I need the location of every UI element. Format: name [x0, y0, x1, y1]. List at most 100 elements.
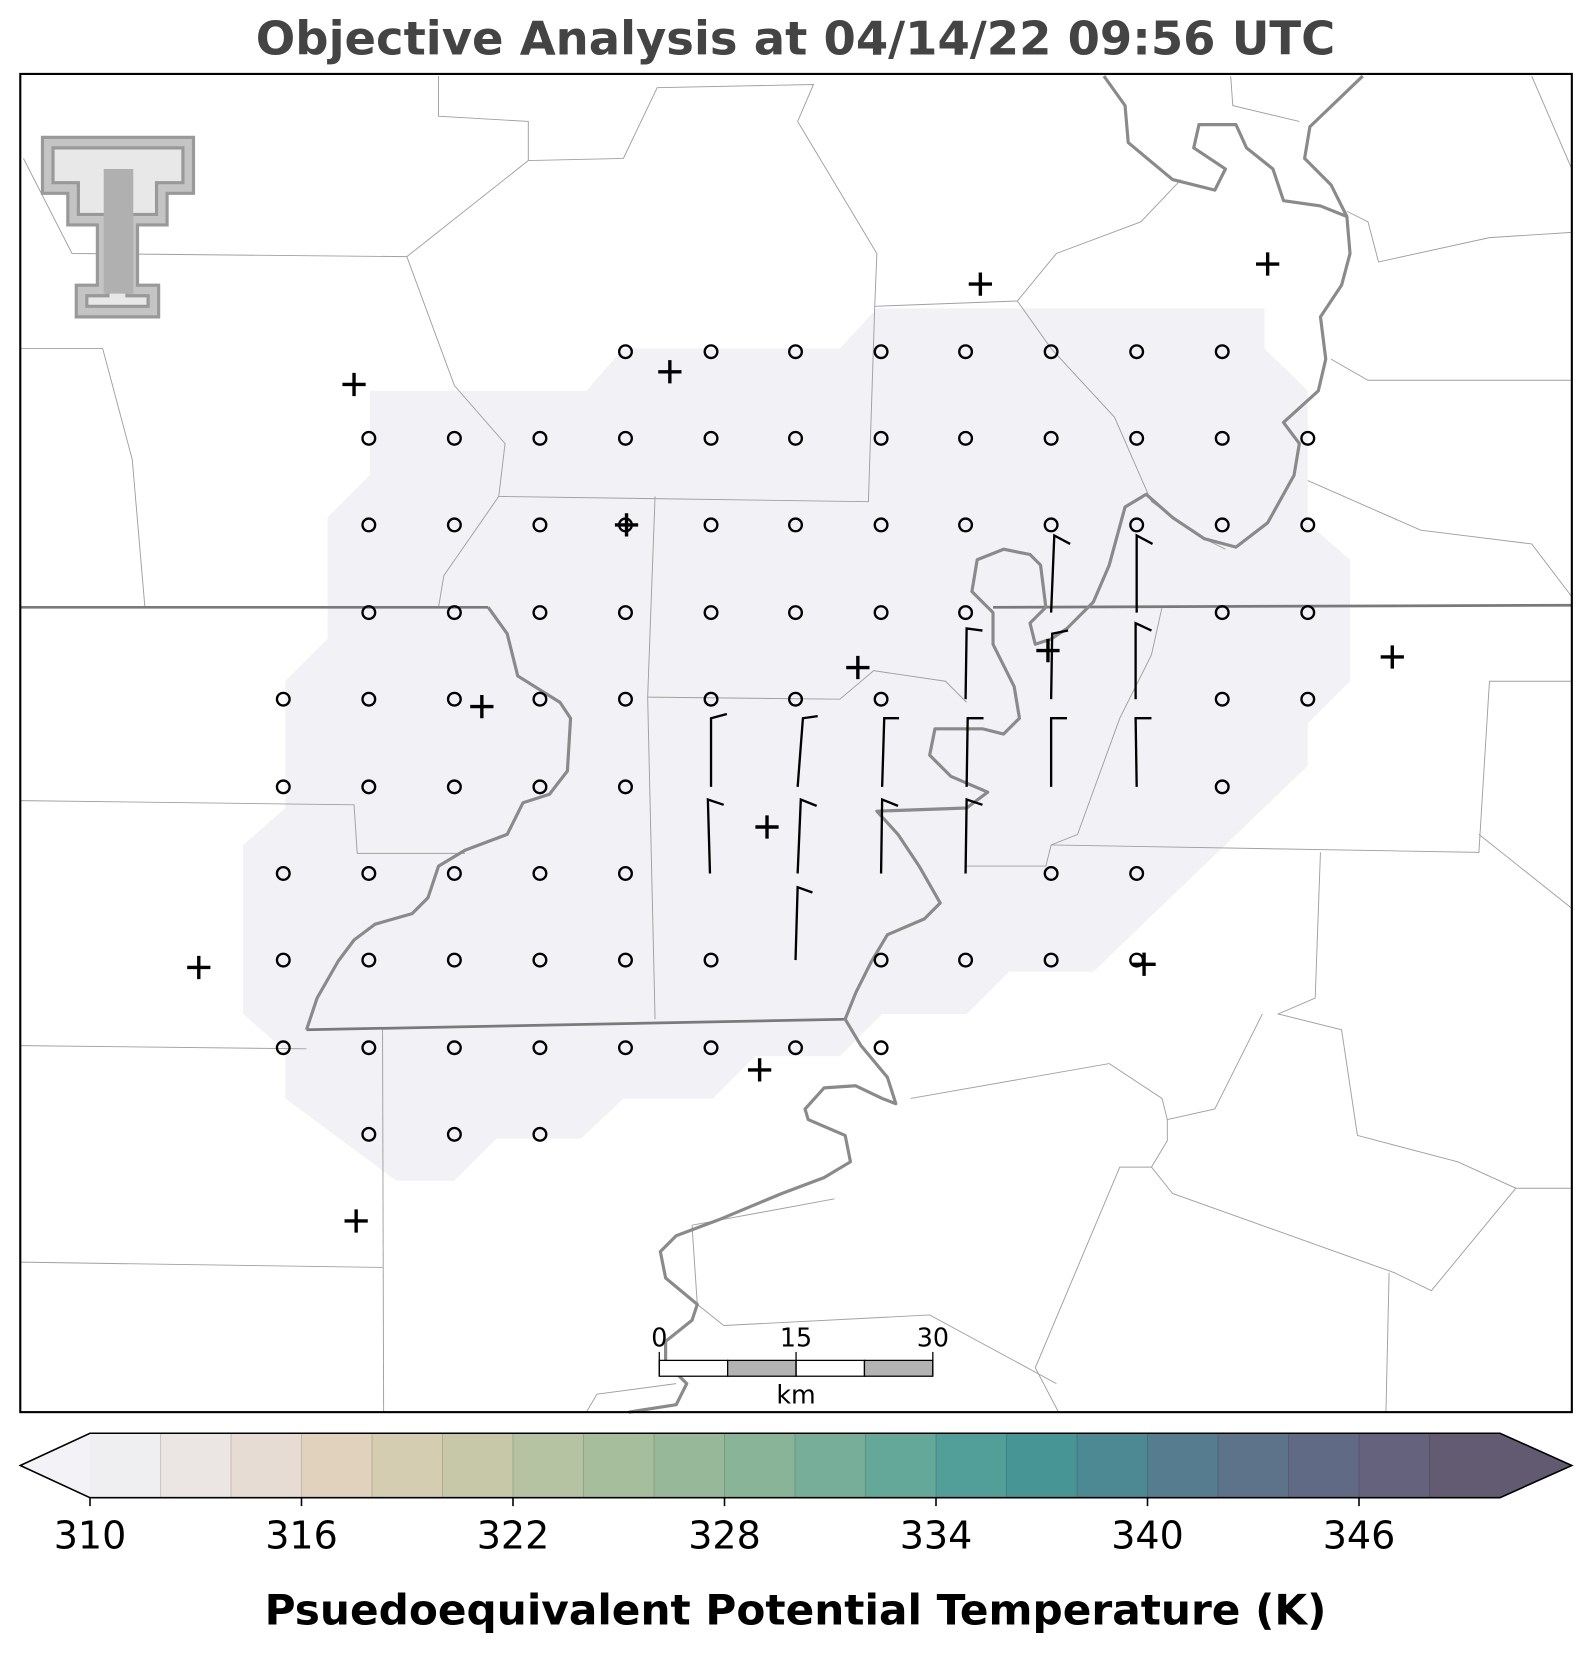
grid-point	[1214, 517, 1230, 533]
grid-point	[1043, 430, 1059, 446]
grid-point	[361, 952, 377, 968]
scale-segment	[863, 1359, 934, 1377]
grid-point	[1300, 517, 1316, 533]
scale-segment	[727, 1359, 797, 1377]
colorbar-bin	[442, 1433, 514, 1498]
colorbar-bin	[1359, 1433, 1431, 1498]
grid-point	[1214, 430, 1230, 446]
colorbar-tick-label: 310	[54, 1513, 127, 1557]
grid-point	[958, 430, 974, 446]
scale-unit: km	[776, 1379, 815, 1409]
grid-point	[617, 1040, 633, 1056]
grid-point	[446, 1126, 462, 1142]
grid-point	[446, 779, 462, 795]
grid-point	[1214, 344, 1230, 360]
colorbar-bin	[724, 1433, 796, 1498]
grid-point	[361, 1126, 377, 1142]
colorbar-tick-label: 322	[477, 1513, 550, 1557]
station	[1132, 952, 1156, 976]
grid-point	[1043, 344, 1059, 360]
wind-barbs	[706, 533, 1154, 961]
grid-point	[532, 1040, 548, 1056]
grid-point	[532, 517, 548, 533]
grid-point	[446, 430, 462, 446]
grid-point	[361, 605, 377, 621]
station	[344, 1209, 368, 1233]
grid-point	[1129, 865, 1145, 881]
grid-point	[617, 605, 633, 621]
colorbar-bin	[371, 1433, 444, 1498]
station	[1256, 252, 1280, 276]
station	[187, 955, 211, 980]
colorbar-bin	[795, 1433, 867, 1498]
grid-point	[788, 344, 804, 360]
grid-point	[1214, 605, 1230, 621]
colorbar-bin	[583, 1433, 655, 1498]
station	[470, 694, 494, 719]
grid-point	[617, 430, 633, 446]
grid-point	[703, 344, 719, 360]
logo	[40, 135, 196, 319]
scale-bar: 0 15 30 km	[651, 1322, 949, 1409]
colorbar-under	[20, 1433, 90, 1498]
grid-point	[446, 605, 462, 621]
county-lines	[20, 75, 1573, 1413]
colorbar-bin	[1218, 1433, 1290, 1498]
grid-point	[532, 779, 548, 795]
grid-point	[873, 952, 889, 968]
grid-point	[446, 952, 462, 968]
scale-tick-label: 0	[651, 1322, 667, 1352]
grid-point	[873, 517, 889, 533]
station	[968, 272, 992, 296]
colorbar-bin	[936, 1433, 1008, 1498]
grid-point	[788, 691, 804, 707]
grid-point	[361, 430, 377, 446]
grid-point	[1129, 430, 1145, 446]
grid-point	[703, 517, 719, 533]
title: Objective Analysis at 04/14/22 09:56 UTC	[256, 12, 1335, 66]
colorbar-tick-label: 328	[688, 1513, 761, 1557]
grid-point	[275, 865, 291, 881]
station	[755, 815, 779, 839]
grid-point	[361, 691, 377, 707]
grid-point	[703, 1040, 719, 1056]
colorbar-over	[1500, 1433, 1572, 1498]
station	[658, 360, 682, 384]
grid-point	[1300, 691, 1316, 707]
grid-point	[275, 952, 291, 968]
grid-point	[532, 605, 548, 621]
grid-point	[958, 952, 974, 968]
station	[1380, 645, 1404, 669]
grid-point	[1043, 517, 1059, 533]
grid-point	[446, 1040, 462, 1056]
analysis-area	[243, 308, 1351, 1181]
station	[342, 372, 366, 397]
grid-point	[361, 779, 377, 795]
scale-tick-label: 15	[780, 1322, 812, 1352]
grid-point	[1043, 865, 1059, 881]
grid-point	[532, 865, 548, 881]
grid-point	[532, 430, 548, 446]
grid-point	[361, 865, 377, 881]
map: 0 15 30 km	[19, 72, 1573, 1414]
grid-point	[617, 952, 633, 968]
grid-point	[1043, 952, 1059, 968]
grid-point	[1300, 430, 1316, 446]
grid-point	[617, 779, 633, 795]
grid-point	[532, 952, 548, 968]
grid-point	[617, 344, 633, 360]
colorbar-bin	[301, 1433, 373, 1498]
grid-point	[446, 691, 462, 707]
grid-point	[275, 691, 291, 707]
station	[1036, 638, 1060, 663]
grid-point	[1214, 691, 1230, 707]
colorbar-tick-label: 316	[265, 1513, 338, 1557]
colorbar-bin	[1077, 1433, 1149, 1498]
scale-segment	[795, 1359, 866, 1377]
station	[614, 513, 639, 537]
colorbar-bin	[89, 1433, 162, 1498]
colorbar-bin	[1429, 1433, 1501, 1498]
colorbar-bin	[1006, 1433, 1078, 1498]
scale-tick-label: 30	[917, 1322, 949, 1352]
